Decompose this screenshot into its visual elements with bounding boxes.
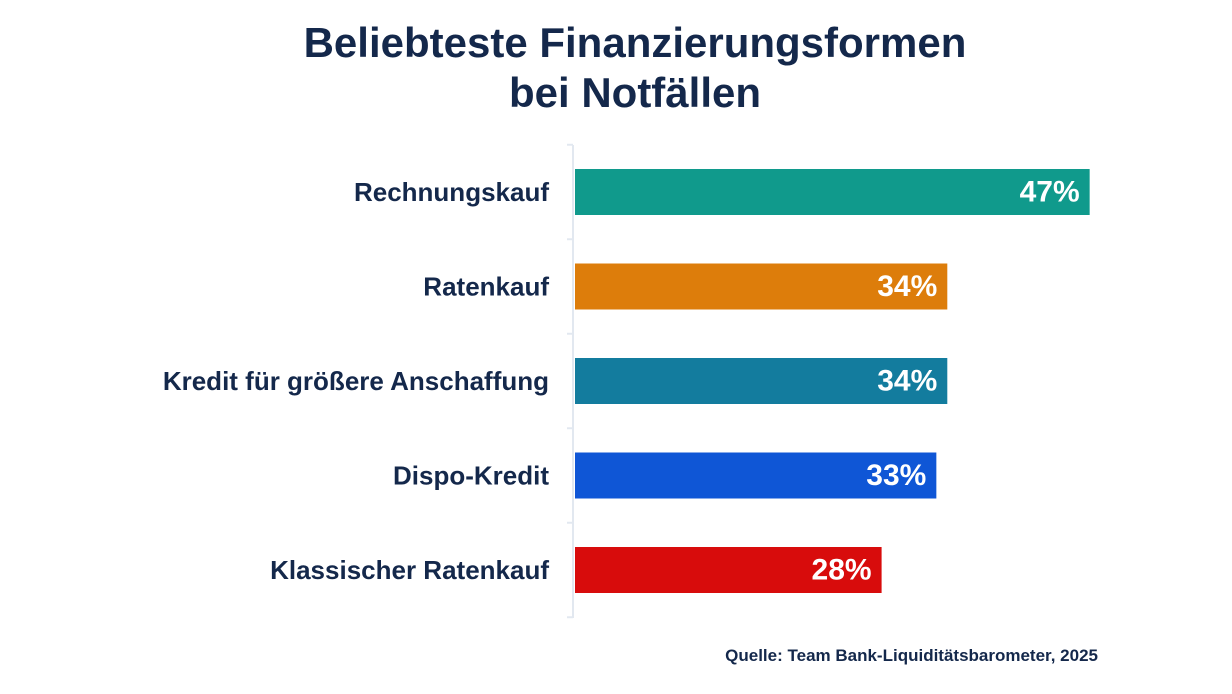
bar-value-label: 34% [877, 365, 937, 398]
category-label: Dispo-Kredit [393, 461, 549, 491]
bar-value-label: 28% [812, 554, 872, 587]
bar-value-label: 34% [877, 270, 937, 303]
category-label: Ratenkauf [423, 272, 549, 302]
chart-title-line-2: bei Notfällen [508, 69, 762, 116]
chart-title-line-1: Beliebteste Finanzierungsformen [303, 19, 967, 66]
bar [575, 263, 948, 310]
category-label: Rechnungskauf [354, 177, 549, 207]
bar [575, 452, 937, 499]
source-note: Quelle: Team Bank-Liquiditätsbarometer, … [725, 646, 1098, 665]
bar [575, 547, 882, 593]
bar-value-label: 33% [866, 459, 926, 492]
bar [575, 358, 948, 404]
category-label: Klassischer Ratenkauf [270, 555, 549, 585]
bar-value-label: 47% [1020, 176, 1080, 209]
bar [575, 169, 1090, 215]
category-label: Kredit für größere Anschaffung [163, 366, 549, 396]
chart-title: Beliebteste Finanzierungsformen bei Notf… [0, 18, 1232, 118]
